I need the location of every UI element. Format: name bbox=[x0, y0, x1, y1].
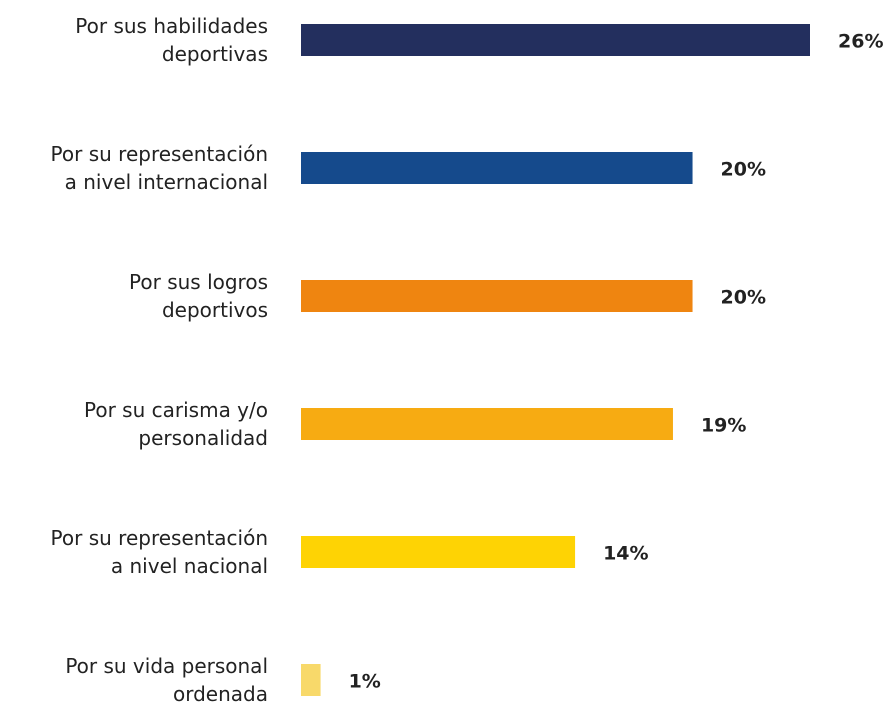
bar bbox=[301, 24, 810, 56]
value-label: 20% bbox=[721, 287, 766, 309]
bar bbox=[301, 152, 693, 184]
category-label: Por sus habilidades deportivas bbox=[75, 14, 268, 66]
category-label: Por sus logros deportivos bbox=[129, 270, 268, 322]
category-label: Por su vida personal ordenada bbox=[65, 654, 268, 706]
value-label: 14% bbox=[603, 543, 648, 565]
bar bbox=[301, 408, 673, 440]
category-label: Por su representación a nivel nacional bbox=[50, 526, 268, 578]
category-label: Por su carisma y/o personalidad bbox=[84, 398, 268, 450]
bar bbox=[301, 536, 576, 568]
value-label: 20% bbox=[721, 159, 766, 181]
bar bbox=[301, 280, 693, 312]
value-label: 26% bbox=[838, 31, 883, 53]
category-label: Por su representación a nivel internacio… bbox=[50, 142, 268, 194]
bar bbox=[301, 664, 321, 696]
value-label: 1% bbox=[349, 671, 381, 693]
value-label: 19% bbox=[701, 415, 746, 437]
